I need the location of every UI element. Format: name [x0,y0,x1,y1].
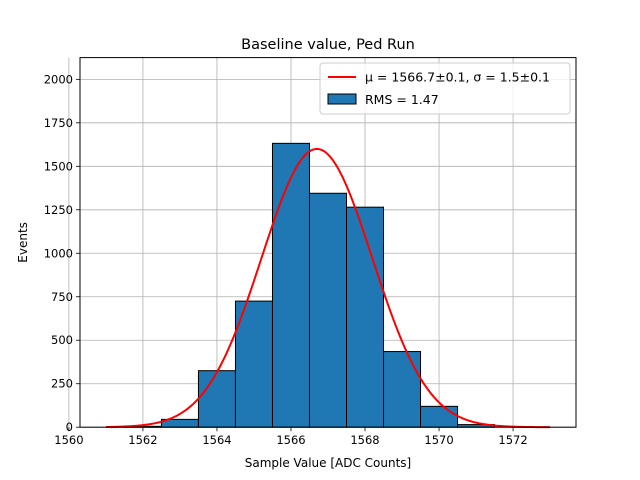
y-tick-label: 2000 [44,72,73,86]
histogram-bar [308,192,348,428]
x-axis-label: Sample Value [ADC Counts] [245,456,411,470]
histogram-bar [383,351,422,428]
y-tick-label: 250 [51,377,73,391]
x-tick-label: 1572 [498,433,527,447]
chart-title: Baseline value, Ped Run [241,37,415,53]
y-tick-label: 1750 [44,116,73,130]
legend-rms-swatch [327,93,357,105]
y-tick-label: 750 [51,290,73,304]
x-tick-label: 1566 [276,433,305,447]
fit-curve [105,147,551,429]
legend-frame [319,62,571,115]
legend-rms-label: RMS = 1.47 [365,92,439,107]
x-tick-label: 1570 [424,433,453,447]
y-tick-label: 0 [66,420,73,434]
histogram-bar [234,300,273,428]
x-tick-label: 1568 [350,433,379,447]
y-axis-ticks: 0 250 500 750 1000 1250 1500 1750 2000 [44,72,80,434]
histogram-bar [197,370,236,428]
plot-frame [79,57,577,428]
histogram-bar [420,405,459,428]
y-tick-label: 500 [51,333,73,347]
x-tick-label: 1562 [128,433,157,447]
legend: μ = 1566.7±0.1, σ = 1.5±0.1 RMS = 1.47 [319,62,571,115]
x-tick-label: 1560 [54,433,83,447]
histogram-bar [271,142,310,428]
x-axis-ticks: 1560 1562 1564 1566 1568 1570 1572 [54,427,528,447]
y-tick-label: 1500 [44,159,73,173]
legend-fit-label: μ = 1566.7±0.1, σ = 1.5±0.1 [365,70,550,85]
x-tick-label: 1564 [202,433,231,447]
y-axis-label: Events [16,222,30,263]
histogram-bar [346,206,385,428]
histogram-bars [123,142,496,428]
y-tick-label: 1000 [44,246,73,260]
y-tick-label: 1250 [44,203,73,217]
